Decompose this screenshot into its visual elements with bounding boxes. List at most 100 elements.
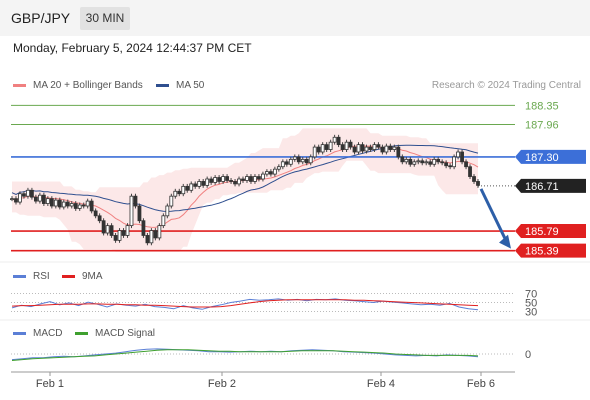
ma20-swatch <box>13 84 26 87</box>
support-label: 185.39 <box>525 246 559 258</box>
candle <box>356 144 361 153</box>
candle <box>464 161 468 168</box>
candle <box>456 151 460 158</box>
candle <box>400 156 405 163</box>
candle <box>61 201 66 208</box>
rsi-9ma-line <box>11 299 479 308</box>
last-label: 186.71 <box>525 181 559 193</box>
candle <box>424 161 429 164</box>
candle <box>197 181 202 187</box>
candle <box>416 160 421 163</box>
candle <box>153 230 158 239</box>
candle <box>408 158 413 165</box>
candle <box>268 171 273 175</box>
candle <box>225 176 229 181</box>
candle <box>221 176 225 182</box>
candle <box>241 178 245 181</box>
candle <box>173 190 178 197</box>
candle <box>97 215 102 222</box>
macd-swatch <box>13 332 26 335</box>
candle <box>165 205 170 217</box>
candle <box>113 235 118 241</box>
candle <box>133 195 138 207</box>
rsi-label: RSI <box>33 271 50 282</box>
candle <box>432 158 437 165</box>
candle <box>37 194 42 202</box>
candle <box>81 204 86 207</box>
candle <box>85 200 90 207</box>
candle <box>472 176 476 182</box>
candle <box>312 146 317 158</box>
candle <box>360 144 365 152</box>
legend-macd-signal: MACD Signal <box>75 328 155 339</box>
x-axis-tick-label: Feb 2 <box>208 378 236 390</box>
candle <box>181 185 186 195</box>
pivot-tag <box>515 149 586 164</box>
candle <box>18 193 22 203</box>
candle <box>380 146 385 153</box>
candle <box>249 176 253 182</box>
candle <box>105 225 110 234</box>
x-axis-tick-label: Feb 1 <box>36 378 64 390</box>
candle <box>14 198 18 203</box>
ma50-line <box>11 144 479 212</box>
candle <box>296 156 301 163</box>
candle <box>404 158 409 163</box>
candle <box>368 146 373 150</box>
candle <box>209 178 214 183</box>
candle <box>201 181 206 186</box>
symbol-label: GBP/JPY <box>11 10 71 26</box>
candle <box>169 195 174 207</box>
candle <box>265 171 269 175</box>
rsi-swatch <box>13 275 26 278</box>
resistance-label: 187.96 <box>525 120 559 132</box>
resistance-label: 188.35 <box>525 100 559 112</box>
support-label: 185.79 <box>525 226 559 238</box>
timestamp: Monday, February 5, 2024 12:44:37 PM CET <box>13 41 252 55</box>
candle <box>257 176 261 180</box>
candle <box>436 158 441 163</box>
candle <box>392 146 397 150</box>
candle <box>340 144 345 150</box>
candle <box>288 158 293 165</box>
candle <box>53 199 58 207</box>
candle <box>41 194 46 204</box>
macd-signal-label: MACD Signal <box>95 328 156 339</box>
ma9-swatch <box>62 275 75 278</box>
candle <box>33 196 38 202</box>
candle <box>328 141 333 150</box>
candle <box>149 230 154 244</box>
candle <box>129 195 134 227</box>
candle <box>452 156 457 168</box>
timeframe-button[interactable]: 30 MIN <box>80 7 130 30</box>
candle <box>109 225 114 236</box>
candle <box>272 168 277 175</box>
candle <box>316 146 321 153</box>
rsi-line <box>11 298 479 311</box>
candle <box>77 204 82 209</box>
candle <box>476 181 480 186</box>
candle <box>468 166 472 177</box>
candle <box>121 230 126 236</box>
candle <box>193 183 198 187</box>
pivot-label: 187.30 <box>525 152 559 164</box>
candle <box>141 220 146 236</box>
candle <box>412 161 417 165</box>
candle <box>372 144 377 150</box>
candle <box>137 205 142 222</box>
candle <box>189 183 194 191</box>
macd-signal-line <box>11 349 479 361</box>
macd-tick-label: 0 <box>525 349 531 361</box>
top-bar: GBP/JPY 30 MIN <box>0 0 590 36</box>
credit-text: Research © 2024 Trading Central <box>431 80 581 91</box>
x-axis-tick-label: Feb 4 <box>367 378 395 390</box>
ma50-swatch <box>156 84 169 87</box>
last-tag <box>515 178 586 193</box>
candle <box>428 161 433 165</box>
rsi-tick-label: 30 <box>525 307 537 319</box>
candle <box>320 144 325 153</box>
candle <box>253 176 257 182</box>
support-tag <box>515 243 586 258</box>
candle <box>205 178 210 186</box>
